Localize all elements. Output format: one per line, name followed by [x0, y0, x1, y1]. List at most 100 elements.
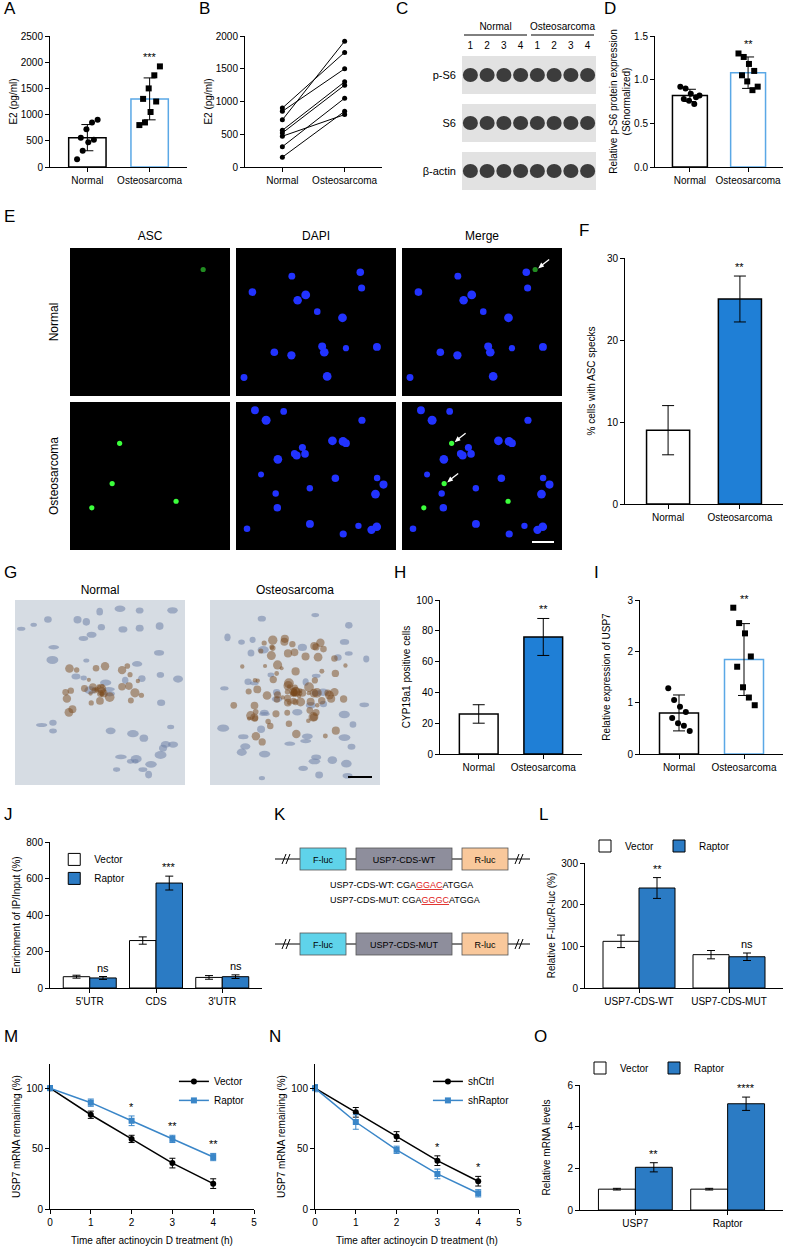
svg-text:Osteosarcoma: Osteosarcoma: [47, 437, 61, 515]
svg-text:6: 6: [567, 1080, 573, 1091]
svg-text:****: ****: [737, 1082, 755, 1094]
svg-text:USP7-CDS-WT: USP7-CDS-WT: [604, 996, 673, 1007]
svg-text:Vector: Vector: [620, 1063, 649, 1074]
svg-text:100: 100: [416, 595, 433, 606]
svg-text:0: 0: [302, 1204, 308, 1215]
svg-text:30: 30: [607, 253, 619, 264]
svg-text:200: 200: [26, 946, 43, 957]
svg-text:0: 0: [627, 749, 633, 760]
svg-text:600: 600: [26, 873, 43, 884]
svg-text:CDS: CDS: [145, 996, 166, 1007]
svg-text:**: **: [649, 1148, 658, 1160]
svg-text:0: 0: [572, 983, 578, 994]
svg-text:3: 3: [435, 1217, 441, 1228]
svg-text:1.5: 1.5: [634, 31, 648, 42]
svg-text:2: 2: [394, 1217, 400, 1228]
svg-text:0.0: 0.0: [634, 162, 648, 173]
svg-text:1500: 1500: [216, 63, 239, 74]
svg-text:*: *: [476, 1161, 481, 1173]
svg-text:1: 1: [535, 40, 541, 51]
svg-text:2500: 2500: [21, 31, 44, 42]
svg-text:4: 4: [475, 1217, 481, 1228]
svg-text:1000: 1000: [21, 109, 44, 120]
svg-text:**: **: [539, 603, 548, 615]
svg-text:ns: ns: [741, 938, 753, 950]
svg-text:E2 (pg/ml): E2 (pg/ml): [203, 78, 214, 124]
svg-text:F-luc: F-luc: [313, 940, 333, 950]
svg-text:Time after actinoycin D treatm: Time after actinoycin D treatment (h): [71, 1235, 233, 1246]
svg-text:1.0: 1.0: [634, 74, 648, 85]
svg-text:100: 100: [291, 1083, 308, 1094]
svg-text:200: 200: [561, 899, 578, 910]
svg-text:Osteosarcoma: Osteosarcoma: [312, 175, 377, 186]
svg-text:Normal: Normal: [71, 175, 103, 186]
svg-text:Osteosarcoma: Osteosarcoma: [707, 512, 772, 523]
svg-text:**: **: [744, 38, 753, 50]
svg-text:100: 100: [26, 1083, 43, 1094]
svg-text:Normal: Normal: [479, 21, 511, 32]
svg-text:4: 4: [210, 1217, 216, 1228]
svg-text:Relative F-luc/R-luc (%): Relative F-luc/R-luc (%): [546, 873, 557, 979]
svg-text:Raptor: Raptor: [699, 841, 730, 852]
svg-text:Merge: Merge: [465, 229, 499, 243]
svg-text:0: 0: [37, 1204, 43, 1215]
svg-text:Vector: Vector: [214, 1076, 243, 1087]
svg-text:USP7-CDS-MUT: USP7-CDS-MUT: [691, 996, 767, 1007]
svg-text:50: 50: [297, 1143, 309, 1154]
svg-text:Osteosarcoma: Osteosarcoma: [511, 762, 576, 773]
svg-text:shRaptor: shRaptor: [468, 1095, 509, 1106]
svg-text:DAPI: DAPI: [302, 229, 330, 243]
svg-text:ns: ns: [97, 962, 109, 974]
svg-text:**: **: [740, 593, 749, 605]
svg-text:20: 20: [422, 718, 434, 729]
svg-text:1500: 1500: [21, 83, 44, 94]
svg-text:Normal: Normal: [674, 175, 706, 186]
svg-text:0.5: 0.5: [634, 118, 648, 129]
svg-text:***: ***: [143, 51, 157, 63]
svg-text:0: 0: [612, 499, 618, 510]
svg-text:R-luc: R-luc: [474, 940, 496, 950]
svg-text:p-S6: p-S6: [433, 69, 456, 81]
svg-text:**: **: [168, 1120, 177, 1132]
svg-text:80: 80: [422, 625, 434, 636]
svg-text:2: 2: [567, 1163, 573, 1174]
svg-text:Time after actinoycin D treatm: Time after actinoycin D treatment (h): [336, 1235, 498, 1246]
svg-text:E2 (pg/ml): E2 (pg/ml): [8, 78, 19, 124]
svg-text:2: 2: [627, 646, 633, 657]
svg-text:Raptor: Raptor: [94, 873, 125, 884]
svg-text:USP7 mRNA remaining (%): USP7 mRNA remaining (%): [11, 1075, 22, 1198]
svg-text:Relative expression of USP7: Relative expression of USP7: [601, 613, 612, 741]
svg-text:**: **: [735, 261, 744, 273]
svg-text:Normal: Normal: [463, 762, 495, 773]
svg-text:20: 20: [607, 335, 619, 346]
svg-text:% cells with ASC specks: % cells with ASC specks: [586, 327, 597, 436]
svg-text:4: 4: [567, 1121, 573, 1132]
svg-text:F-luc: F-luc: [313, 855, 333, 865]
svg-text:USP7-CDS-MUT: USP7-CDS-MUT: [370, 940, 439, 950]
svg-text:Enrichment of IP/Input (%): Enrichment of IP/Input (%): [11, 856, 22, 973]
svg-text:3: 3: [568, 40, 574, 51]
svg-text:R-luc: R-luc: [474, 855, 496, 865]
svg-text:2000: 2000: [216, 31, 239, 42]
svg-text:2000: 2000: [21, 57, 44, 68]
svg-text:1: 1: [468, 40, 474, 51]
svg-text:Osteosarcoma: Osteosarcoma: [716, 175, 781, 186]
svg-text:Raptor: Raptor: [713, 1218, 744, 1229]
svg-text:*: *: [129, 1101, 134, 1113]
svg-text:Normal: Normal: [663, 762, 695, 773]
svg-text:USP7-CDS-WT: CGAGGACATGGA: USP7-CDS-WT: CGAGGACATGGA: [330, 880, 473, 890]
svg-text:1000: 1000: [216, 96, 239, 107]
svg-text:3: 3: [501, 40, 507, 51]
svg-text:shCtrl: shCtrl: [468, 1076, 494, 1087]
svg-text:Osteosarcoma: Osteosarcoma: [117, 175, 182, 186]
svg-text:3: 3: [627, 595, 633, 606]
svg-text:5: 5: [516, 1217, 522, 1228]
svg-text:3'UTR: 3'UTR: [208, 996, 236, 1007]
svg-text:0: 0: [47, 1217, 53, 1228]
svg-text:Osteosarcoma: Osteosarcoma: [530, 21, 595, 32]
svg-text:60: 60: [422, 656, 434, 667]
svg-text:10: 10: [607, 417, 619, 428]
svg-text:Raptor: Raptor: [694, 1063, 725, 1074]
svg-text:Normal: Normal: [81, 583, 120, 597]
svg-text:300: 300: [561, 858, 578, 869]
